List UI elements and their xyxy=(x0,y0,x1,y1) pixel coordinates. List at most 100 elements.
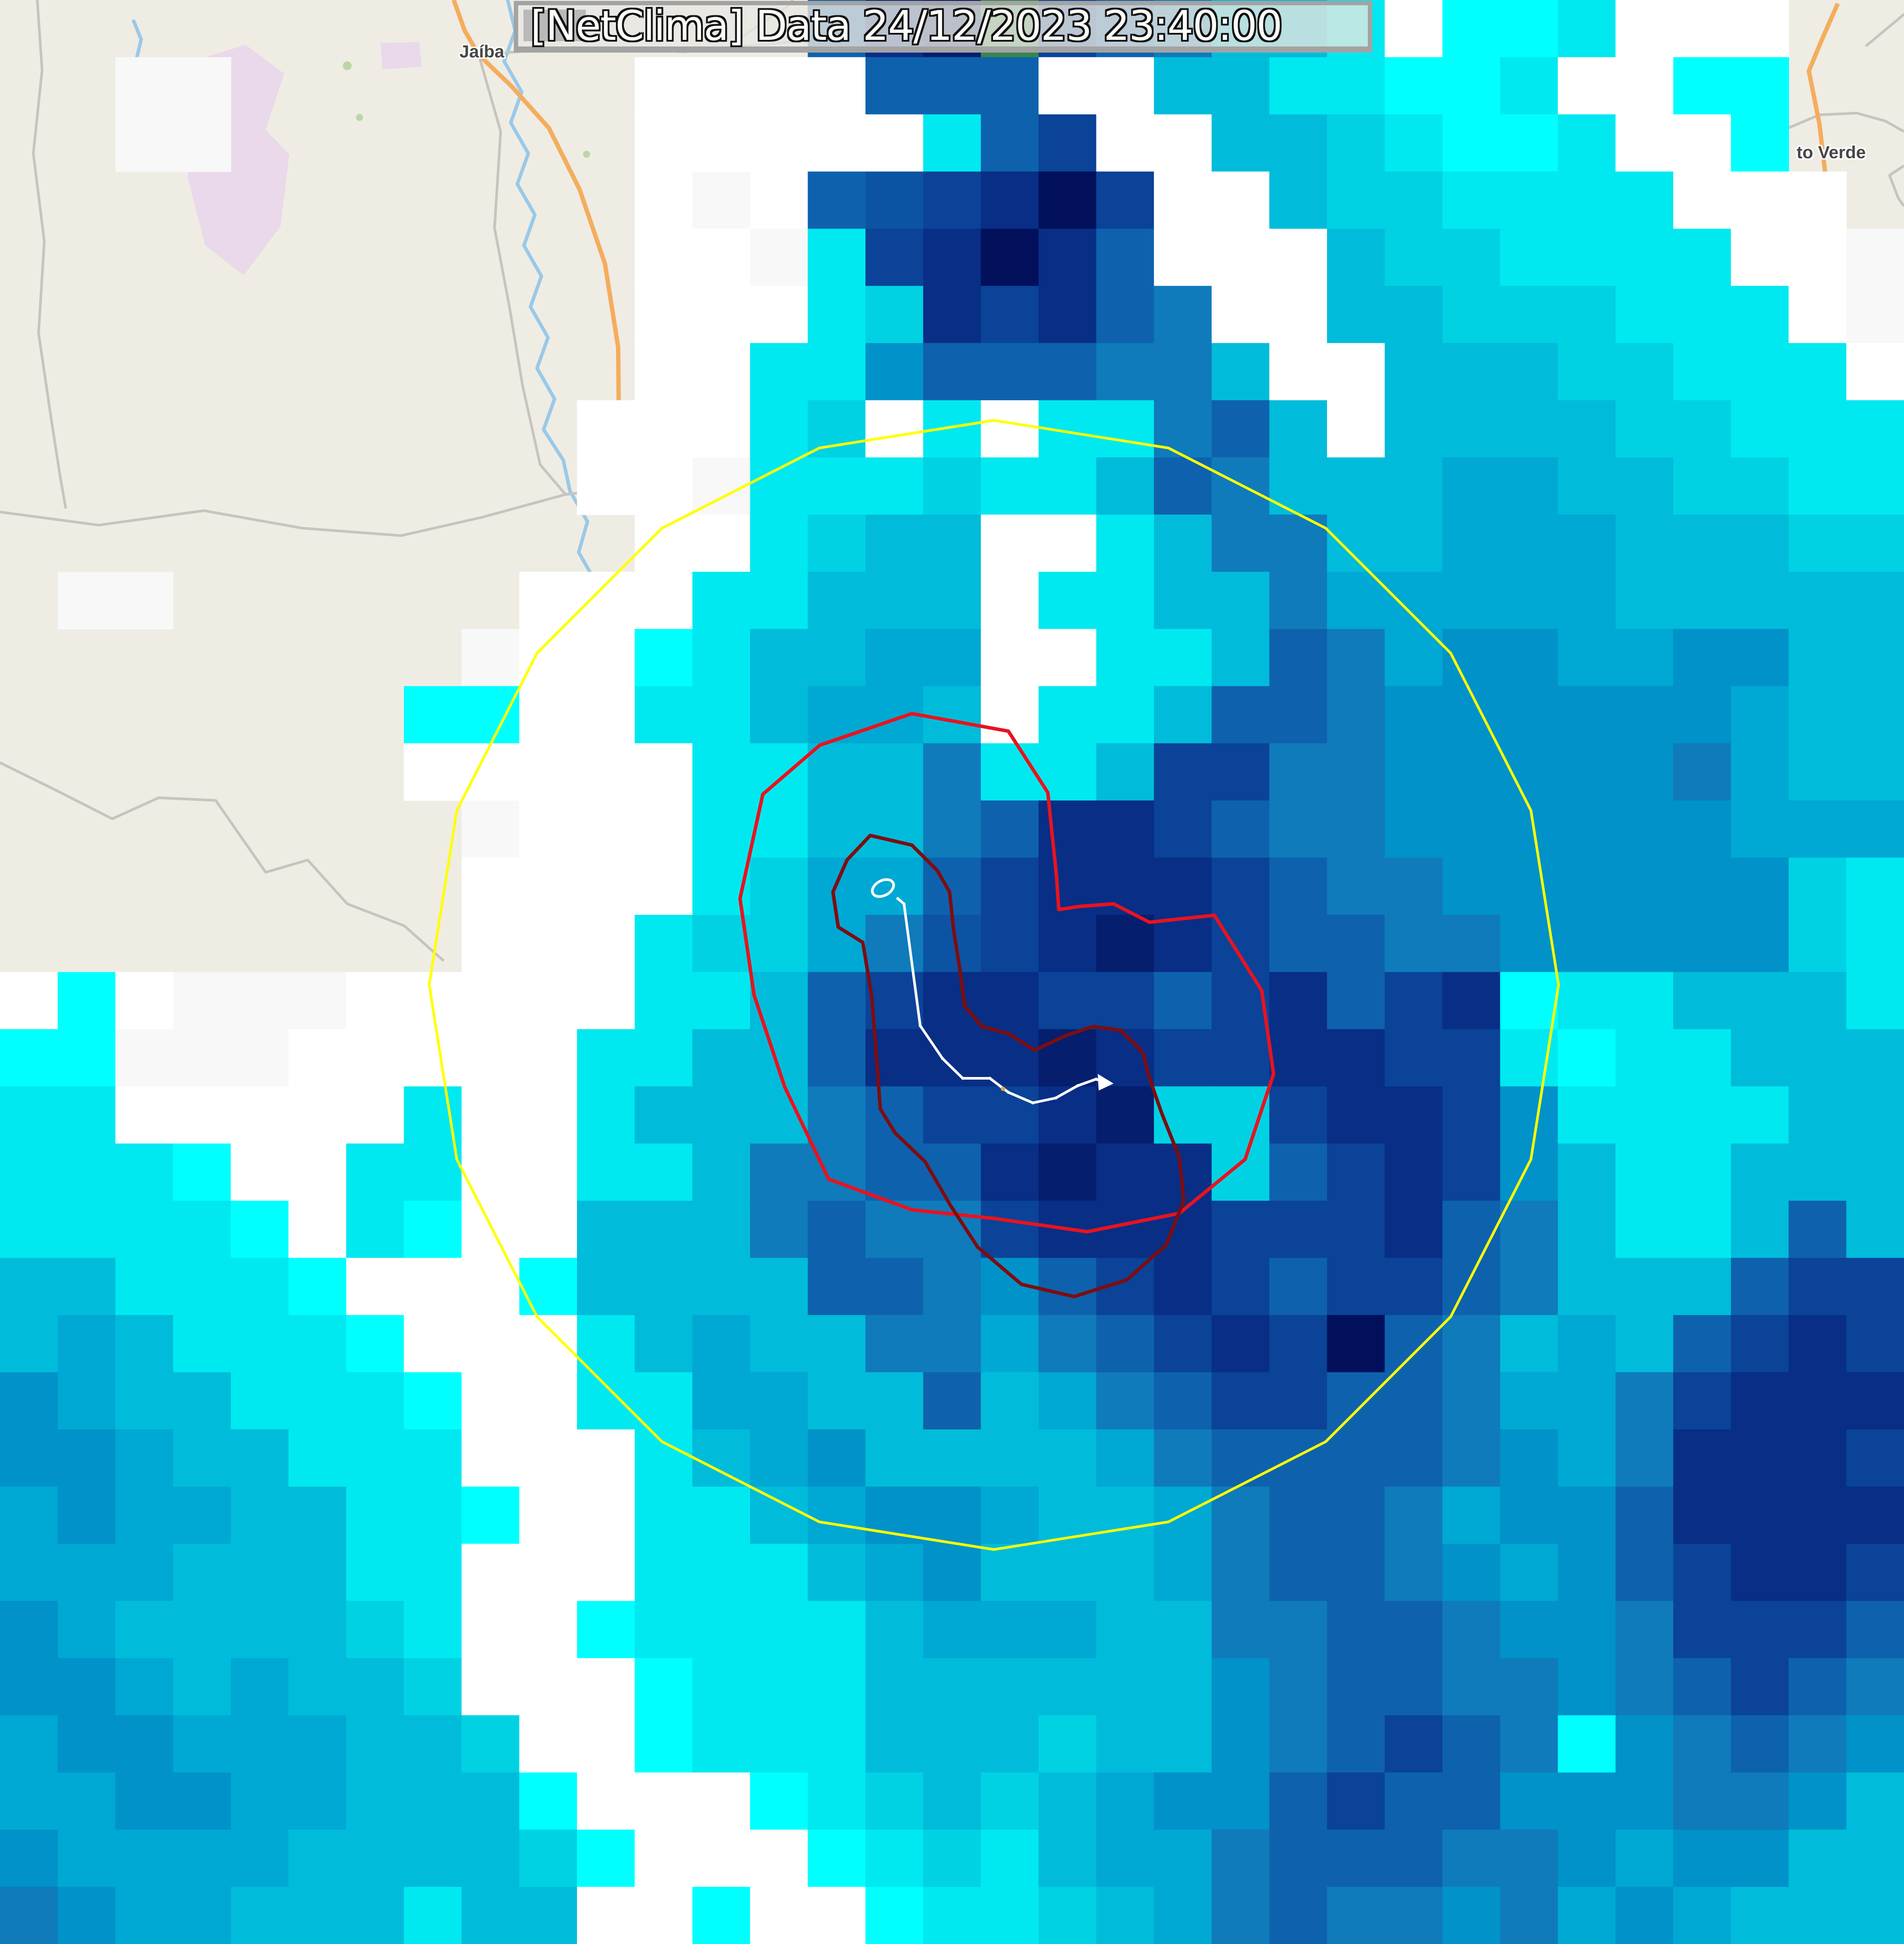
radar-cell xyxy=(115,1029,174,1087)
radar-cell xyxy=(1442,972,1501,1030)
radar-cell xyxy=(750,515,808,572)
radar-cell xyxy=(981,286,1039,344)
radar-cell xyxy=(692,1772,751,1830)
radar-cell xyxy=(1558,0,1616,58)
radar-cell xyxy=(1038,1543,1097,1602)
radar-cell xyxy=(808,1429,866,1487)
radar-cell xyxy=(981,1601,1039,1659)
radar-cell xyxy=(1788,1372,1847,1430)
radar-cell xyxy=(519,1715,578,1773)
radar-cell xyxy=(346,1029,405,1087)
radar-cell xyxy=(1038,1372,1097,1430)
radar-cell xyxy=(808,1086,866,1144)
radar-cell xyxy=(1558,1601,1616,1659)
radar-cell xyxy=(288,1486,347,1544)
radar-cell xyxy=(1558,686,1616,744)
radar-cell xyxy=(1731,743,1789,801)
radar-cell xyxy=(808,1887,866,1944)
storm-track-vertex-dot xyxy=(1054,1096,1057,1100)
radar-cell xyxy=(750,400,808,458)
radar-cell xyxy=(231,972,289,1030)
radar-cell xyxy=(231,1315,289,1373)
radar-cell xyxy=(1616,1543,1674,1602)
radar-cell xyxy=(808,286,866,344)
radar-cell xyxy=(404,1658,462,1716)
radar-cell xyxy=(461,800,520,858)
radar-cell xyxy=(231,1486,289,1544)
radar-cell xyxy=(1673,686,1732,744)
radar-cell xyxy=(750,1429,808,1487)
radar-cell xyxy=(634,343,693,401)
radar-cell xyxy=(577,972,635,1030)
radar-cell xyxy=(404,1315,462,1373)
radar-cell xyxy=(519,743,578,801)
radar-cell xyxy=(1673,1830,1732,1887)
radar-cell xyxy=(923,171,982,229)
radar-cell xyxy=(577,1486,635,1544)
radar-cell xyxy=(808,1830,866,1887)
radar-cell xyxy=(1096,114,1155,172)
radar-cell xyxy=(808,1601,866,1659)
radar-cell xyxy=(1211,1029,1270,1087)
radar-cell xyxy=(1500,1201,1559,1258)
radar-cell xyxy=(1788,1887,1847,1944)
radar-cell xyxy=(1673,286,1732,344)
radar-cell xyxy=(1038,343,1097,401)
radar-cell xyxy=(1096,515,1155,572)
radar-cell xyxy=(1788,1601,1847,1659)
radar-cell xyxy=(1558,114,1616,172)
radar-cell xyxy=(1673,800,1732,858)
radar-cell xyxy=(1327,1258,1385,1316)
radar-cell xyxy=(173,1887,231,1944)
radar-cell xyxy=(1558,1029,1616,1087)
radar-cell xyxy=(1269,743,1327,801)
radar-cell xyxy=(57,1715,116,1773)
radar-cell xyxy=(808,457,866,515)
radar-cell xyxy=(1327,515,1385,572)
radar-cell xyxy=(1038,457,1097,515)
radar-cell xyxy=(461,1658,520,1716)
radar-cell xyxy=(288,1086,347,1144)
radar-cell xyxy=(461,857,520,915)
radar-cell xyxy=(808,171,866,229)
radar-cell xyxy=(981,1830,1039,1887)
radar-cell xyxy=(519,1486,578,1544)
radar-cell xyxy=(1327,572,1385,629)
radar-cell xyxy=(1788,1543,1847,1602)
radar-cell xyxy=(1442,343,1501,401)
radar-cell xyxy=(1384,1258,1443,1316)
radar-cell xyxy=(1616,1029,1674,1087)
radar-cell xyxy=(1384,1601,1443,1659)
radar-cell xyxy=(1788,857,1847,915)
radar-cell xyxy=(1442,1715,1501,1773)
radar-cell xyxy=(634,171,693,229)
radar-cell xyxy=(865,1658,924,1716)
radar-cell xyxy=(1500,1372,1559,1430)
radar-cell xyxy=(1500,1772,1559,1830)
radar-cell xyxy=(1558,1372,1616,1430)
radar-cell xyxy=(1673,857,1732,915)
radar-cell xyxy=(750,1772,808,1830)
radar-cell xyxy=(461,629,520,687)
radar-cell xyxy=(1211,857,1270,915)
radar-cell xyxy=(808,743,866,801)
radar-cell xyxy=(461,1258,520,1316)
radar-cell xyxy=(1442,457,1501,515)
radar-cell xyxy=(1154,1830,1212,1887)
radar-cell xyxy=(1788,1486,1847,1544)
radar-cell xyxy=(1442,915,1501,973)
radar-cell xyxy=(57,572,116,629)
radar-cell xyxy=(346,1315,405,1373)
radar-cell xyxy=(115,1715,174,1773)
map-road-minor xyxy=(477,54,567,495)
radar-cell xyxy=(1500,1715,1559,1773)
storm-track-vertex-dot xyxy=(1031,1101,1035,1105)
radar-cell xyxy=(1154,57,1212,115)
radar-cell xyxy=(634,1830,693,1887)
radar-cell xyxy=(1211,572,1270,629)
radar-cell xyxy=(1673,1201,1732,1258)
radar-cell xyxy=(634,1486,693,1544)
radar-cell xyxy=(1038,515,1097,572)
